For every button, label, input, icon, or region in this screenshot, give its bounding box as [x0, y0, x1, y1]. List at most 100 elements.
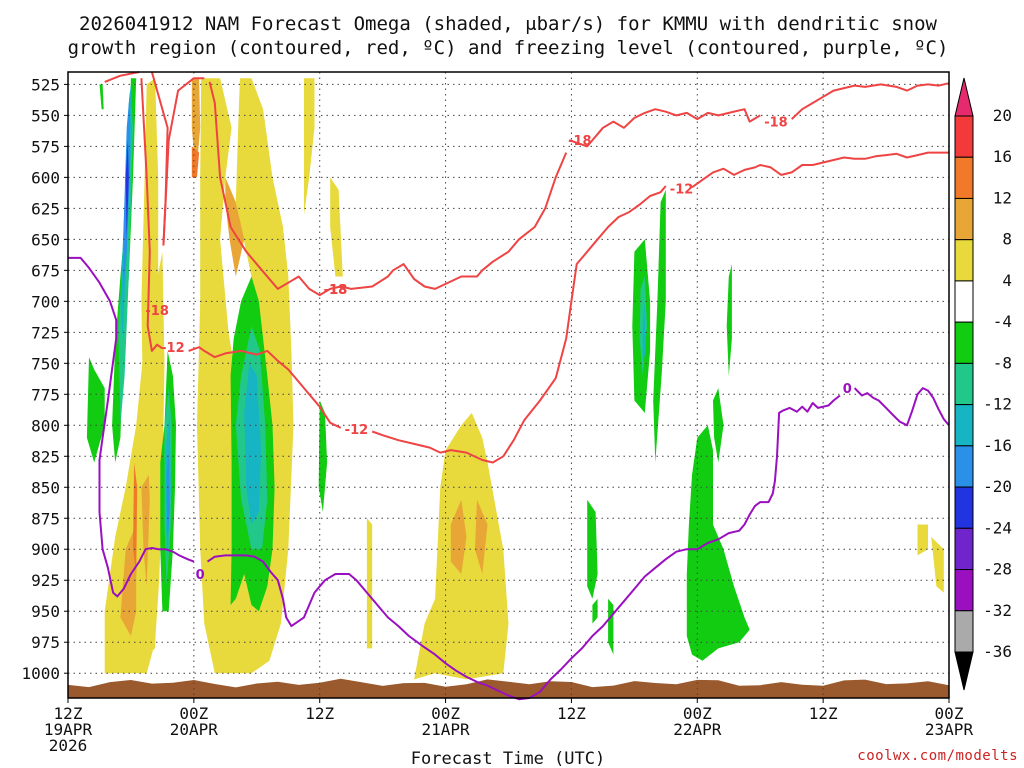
y-tick-label-875: 875 [31, 509, 60, 528]
plot-frame [67, 71, 950, 699]
x-tick-label-60-1: 00Z [683, 704, 712, 723]
colorbar-swatch-12 [954, 569, 974, 612]
chart-title-line2: growth region (contoured, red, ºC) and f… [68, 37, 949, 59]
colorbar-swatch-7 [954, 362, 974, 406]
x-tick-label-84-1: 00Z [935, 704, 964, 723]
omega-region--4-6 [587, 499, 598, 599]
colorbar-swatch-10 [954, 486, 974, 529]
colorbar-label-6: -8 [993, 353, 1012, 372]
colorbar-top-arrow [954, 77, 974, 117]
omega-region-4-5 [366, 518, 373, 649]
y-tick-label-600: 600 [31, 168, 60, 187]
x-axis-label: Forecast Time (UTC) [411, 749, 605, 768]
omega-region-8-5 [474, 499, 488, 574]
dendritic-contour-line-4 [568, 108, 761, 148]
freezing-level-line-0 [68, 256, 195, 598]
colorbar-swatch-9 [954, 445, 974, 488]
colorbar-swatch-11 [954, 527, 974, 571]
y-tick-label-775: 775 [31, 385, 60, 404]
freezing-level-label-0: 0 [196, 568, 205, 583]
x-tick-label-0-2: 19APR [44, 720, 93, 739]
x-tick-label-24-1: 12Z [305, 704, 334, 723]
colorbar-label-0: 20 [993, 106, 1012, 125]
y-tick-label-675: 675 [31, 261, 60, 280]
x-tick-label-36-2: 21APR [421, 720, 470, 739]
y-tick-label-700: 700 [31, 292, 60, 311]
dendritic-contour-line-6 [140, 78, 163, 352]
colorbar-label-7: -12 [983, 395, 1012, 414]
y-tick-label-975: 975 [31, 633, 60, 652]
omega-region-8-4 [450, 499, 467, 574]
dendritic-contour-line-7 [188, 346, 342, 429]
omega-region--4-7 [592, 598, 598, 624]
colorbar-swatch-2 [954, 156, 974, 199]
omega-region--4-1 [99, 84, 104, 110]
colorbar-swatch-8 [954, 404, 974, 447]
colorbar-label-1: 16 [993, 147, 1012, 166]
y-tick-label-850: 850 [31, 478, 60, 497]
colorbar-bottom-arrow [954, 651, 974, 691]
colorbar-label-9: -20 [983, 477, 1012, 496]
y-tick-label-725: 725 [31, 323, 60, 342]
x-tick-label-72-1: 12Z [809, 704, 838, 723]
omega-region--4-10 [653, 189, 666, 463]
grid-lines [68, 72, 949, 698]
x-tick-label-36-1: 00Z [431, 704, 460, 723]
omega-region--12-3 [642, 301, 646, 364]
colorbar-label-12: -32 [983, 601, 1012, 620]
colorbar-swatch-5 [954, 280, 974, 323]
x-tick-label-0-3: 2026 [49, 736, 88, 755]
omega-region--4-0 [86, 357, 105, 463]
omega-region-8-1 [141, 474, 150, 587]
dendritic-contour-label-1: -18 [145, 304, 169, 319]
dendritic-contour-label-8: -12 [670, 183, 694, 198]
omega-region--12-2 [244, 363, 261, 525]
omega-region-4-3 [304, 78, 315, 215]
colorbar-swatch-1 [954, 115, 974, 158]
dendritic-contour-line-9 [691, 151, 949, 189]
dendritic-contour-line-3 [208, 81, 568, 297]
x-tick-label-0-1: 12Z [54, 704, 83, 723]
y-tick-label-925: 925 [31, 571, 60, 590]
x-tick-label-84-2: 23APR [925, 720, 974, 739]
colorbar-swatch-6 [954, 321, 974, 364]
omega-region-4-7 [917, 524, 928, 556]
y-tick-label-575: 575 [31, 137, 60, 156]
chart-title-line1: 2026041912 NAM Forecast Omega (shaded, μ… [79, 13, 937, 35]
colorbar-label-13: -36 [983, 642, 1012, 661]
dendritic-contour-line-8 [371, 185, 667, 464]
x-tick-label-48-1: 12Z [557, 704, 586, 723]
colorbar-label-3: 8 [1002, 230, 1012, 249]
dendritic-contour-label-7: -12 [345, 423, 369, 438]
colorbar-swatch-3 [954, 197, 974, 241]
y-tick-label-825: 825 [31, 447, 60, 466]
omega-region--4-13 [707, 611, 717, 643]
colorbar-swatch-13 [954, 610, 974, 653]
colorbar-label-11: -28 [983, 560, 1012, 579]
y-tick-label-550: 550 [31, 106, 60, 125]
omega-region--4-5 [318, 400, 328, 513]
y-tick-label-650: 650 [31, 230, 60, 249]
freezing-level-label-2: 0 [843, 382, 852, 397]
x-tick-label-60-2: 22APR [673, 720, 722, 739]
dendritic-contour-line-0 [104, 71, 140, 83]
omega-region-4-4 [330, 177, 343, 277]
y-tick-label-525: 525 [31, 75, 60, 94]
omega-region--16-1 [166, 450, 170, 537]
dendritic-contour-label-6: -12 [161, 341, 185, 356]
colorbar-label-8: -16 [983, 436, 1012, 455]
colorbar-label-2: 12 [993, 188, 1012, 207]
colorbar-swatch-4 [954, 239, 974, 282]
y-tick-label-750: 750 [31, 354, 60, 373]
omega-shading [86, 78, 944, 680]
omega-region--4-14 [726, 264, 732, 376]
colorbar-label-4: 4 [1002, 271, 1012, 290]
y-tick-label-625: 625 [31, 199, 60, 218]
dendritic-contour-line-2 [162, 77, 205, 246]
x-tick-label-12-2: 20APR [170, 720, 219, 739]
omega-region--4-11 [686, 425, 750, 661]
